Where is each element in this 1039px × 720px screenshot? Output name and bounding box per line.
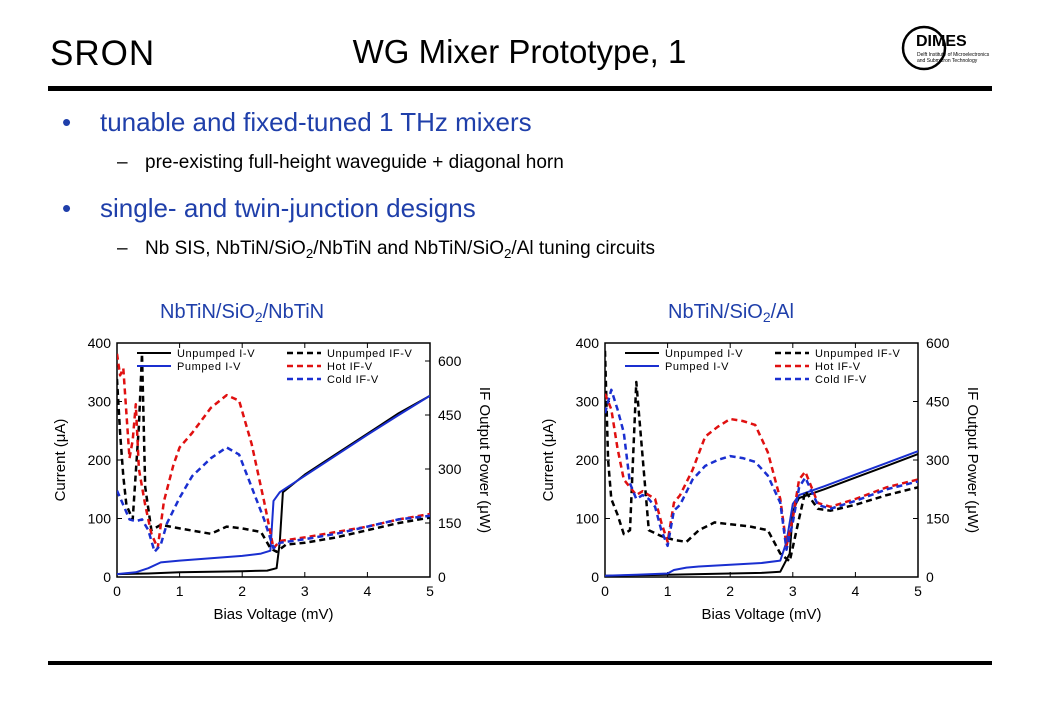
right-chart-series-hot-if-v (605, 393, 918, 548)
right-chart-y-axis-label: Current (μA) (540, 419, 557, 502)
right-chart-y-tick-label: 0 (591, 569, 599, 585)
bullet-dot: • (62, 193, 72, 223)
left-chart-series-hot-if-v (117, 353, 430, 550)
right-chart-y-tick-label: 200 (576, 452, 600, 468)
sub-bullet-1-text: pre-existing full-height waveguide + dia… (145, 152, 564, 173)
left-chart-x-tick-label: 4 (364, 583, 372, 599)
left-chart-y2-tick-label: 450 (438, 407, 462, 423)
right-chart-x-tick-label: 0 (601, 583, 609, 599)
left-chart-y2-tick-label: 0 (438, 569, 446, 585)
bullet-1: • tunable and fixed-tuned 1 THz mixers (62, 107, 532, 138)
right-chart-series-pumped-i-v (605, 450, 918, 577)
left-chart-x-tick-label: 1 (176, 583, 184, 599)
right-chart-plot-frame (604, 342, 919, 578)
bullet-2: • single- and twin-junction designs (62, 193, 476, 224)
left-chart-series-cold-if-v (117, 446, 430, 554)
right-chart-x-tick-label: 4 (852, 583, 860, 599)
left-chart-series-unpumped-if-v (117, 352, 430, 554)
left-chart-legend-label-hot-if-v: Hot IF-V (327, 361, 373, 373)
bullet-dot: • (62, 107, 72, 137)
footer-rule (48, 661, 992, 665)
left-chart-legend-label-cold-if-v: Cold IF-V (327, 374, 379, 386)
left-chart-x-axis-label: Bias Voltage (mV) (213, 606, 333, 623)
right-chart-legend-label-unpumped-i-v: Unpumped I-V (665, 348, 743, 360)
sub-bullet-dash: – (117, 238, 128, 259)
left-chart-series-pumped-i-v (117, 394, 430, 576)
dimes-logo-line1: Delft Institute of Microelectronics (917, 52, 990, 58)
left-chart-y2-tick-label: 300 (438, 461, 462, 477)
dimes-logo-ring (901, 25, 947, 71)
left-chart-y2-tick-label: 150 (438, 515, 462, 531)
right-chart-y2-tick-label: 150 (926, 511, 950, 527)
left-chart-y2-tick-label: 600 (438, 353, 462, 369)
bullet-1-text: tunable and fixed-tuned 1 THz mixers (100, 107, 532, 137)
right-chart-legend-label-cold-if-v: Cold IF-V (815, 374, 867, 386)
left-chart-y2-axis-label: IF Output Power (μW) (476, 387, 493, 533)
right-chart-x-tick-label: 5 (914, 583, 922, 599)
left-chart-y-tick-label: 100 (88, 511, 112, 527)
left-chart-y-tick-label: 0 (103, 569, 111, 585)
right-chart-legend-label-pumped-i-v: Pumped I-V (665, 361, 729, 373)
header-rule (48, 86, 992, 91)
right-chart-series-unpumped-if-v (605, 350, 918, 563)
right-chart-x-axis-label: Bias Voltage (mV) (701, 606, 821, 623)
right-chart-y-tick-label: 400 (576, 335, 600, 351)
dimes-logo-text: DIMES (916, 33, 967, 50)
sub-bullet-2-text: Nb SIS, NbTiN/SiO2/NbTiN and NbTiN/SiO2/… (145, 238, 656, 261)
left-chart-y-tick-label: 300 (88, 394, 112, 410)
right-chart-y-tick-label: 300 (576, 394, 600, 410)
left-chart-y-axis-label: Current (μA) (52, 419, 69, 502)
sub-bullet-1: – pre-existing full-height waveguide + d… (117, 152, 564, 174)
right-chart-y2-tick-label: 600 (926, 335, 950, 351)
right-chart-series-cold-if-v (605, 388, 918, 551)
left-chart-y-tick-label: 200 (88, 452, 112, 468)
right-chart-x-tick-label: 1 (664, 583, 672, 599)
bullet-2-text: single- and twin-junction designs (100, 193, 476, 223)
left-chart-x-tick-label: 3 (301, 583, 309, 599)
right-chart-y2-tick-label: 300 (926, 452, 950, 468)
right-chart-x-tick-label: 3 (789, 583, 797, 599)
dimes-logo-line2: and Submicron Technology (917, 58, 978, 64)
left-chart-x-tick-label: 2 (238, 583, 246, 599)
left-chart-x-tick-label: 0 (113, 583, 121, 599)
sub-bullet-dash: – (117, 152, 128, 173)
right-chart-y2-tick-label: 0 (926, 569, 934, 585)
sub-bullet-2: – Nb SIS, NbTiN/SiO2/NbTiN and NbTiN/SiO… (117, 238, 656, 261)
left-plot-title: NbTiN/SiO2/NbTiN (160, 301, 325, 325)
left-chart-legend-label-pumped-i-v: Pumped I-V (177, 361, 241, 373)
left-chart-legend-label-unpumped-if-v: Unpumped IF-V (327, 348, 413, 360)
right-chart-y-tick-label: 100 (576, 511, 600, 527)
right-chart-legend-label-unpumped-if-v: Unpumped IF-V (815, 348, 901, 360)
slide-title: WG Mixer Prototype, 1 (352, 33, 687, 70)
dimes-logo: DIMES Delft Institute of Microelectronic… (901, 25, 990, 71)
left-chart-y-tick-label: 400 (88, 335, 112, 351)
right-chart-x-tick-label: 2 (726, 583, 734, 599)
right-chart-y2-axis-label: IF Output Power (μW) (964, 387, 981, 533)
right-plot-title: NbTiN/SiO2/Al (668, 301, 794, 325)
right-chart-series-unpumped-i-v (605, 453, 918, 577)
left-chart-legend-label-unpumped-i-v: Unpumped I-V (177, 348, 255, 360)
right-chart-y2-tick-label: 450 (926, 394, 950, 410)
sron-logo: SRON (50, 34, 156, 73)
right-chart-legend-label-hot-if-v: Hot IF-V (815, 361, 861, 373)
left-chart-x-tick-label: 5 (426, 583, 434, 599)
